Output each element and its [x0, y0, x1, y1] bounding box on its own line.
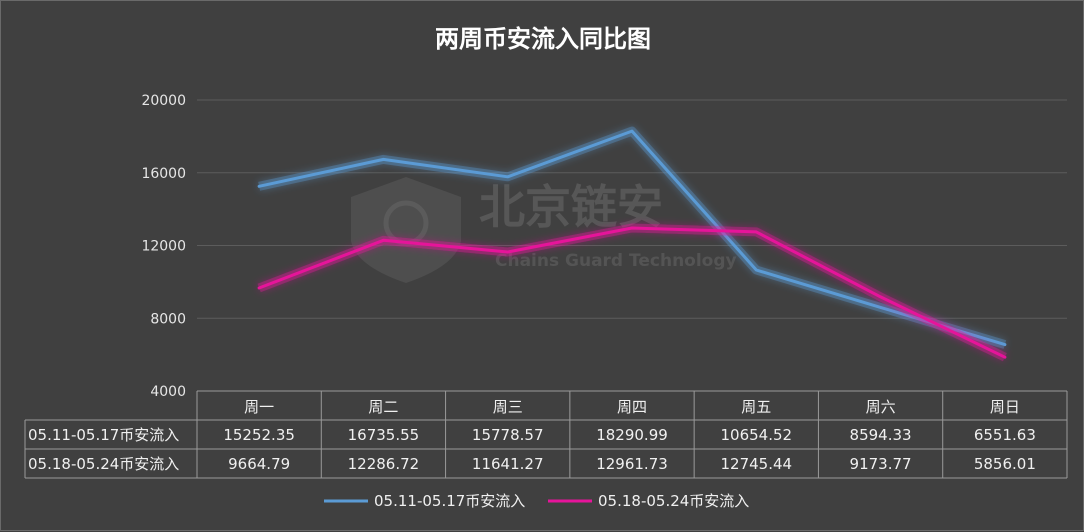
y-tick-label: 16000	[141, 166, 186, 182]
data-label: 5856.01	[974, 455, 1036, 473]
series-line-glow	[259, 228, 1005, 357]
data-label: 15778.57	[472, 426, 544, 444]
legend-item: 05.11-05.17币安流入	[324, 492, 525, 510]
x-tick-label: 周一	[244, 398, 274, 416]
data-label: 10654.52	[720, 426, 792, 444]
data-label: 12961.73	[596, 455, 668, 473]
chart-title: 两周币安流入同比图	[435, 25, 651, 53]
x-tick-label: 周三	[493, 398, 523, 416]
x-tick-label: 周日	[990, 398, 1020, 416]
x-tick-label: 周二	[368, 398, 398, 416]
y-tick-label: 12000	[141, 239, 186, 255]
data-label: 12286.72	[348, 455, 420, 473]
x-tick-label: 周四	[617, 398, 647, 416]
series-lines	[259, 131, 1005, 357]
watermark-subtext: Chains Guard Technology	[495, 251, 737, 271]
legend-label: 05.11-05.17币安流入	[374, 492, 525, 510]
data-label: 9664.79	[228, 455, 290, 473]
data-label: 18290.99	[596, 426, 668, 444]
shield-logo-icon	[351, 177, 461, 283]
legend: 05.11-05.17币安流入 05.18-05.24币安流入	[324, 492, 749, 510]
x-tick-label: 周六	[866, 398, 896, 416]
y-tick-label: 4000	[150, 384, 186, 400]
data-label: 8594.33	[850, 426, 912, 444]
data-label: 16735.55	[348, 426, 420, 444]
table-row: 05.18-05.24币安流入 9664.79 12286.72 11641.27 12…	[28, 455, 1036, 473]
data-label: 6551.63	[974, 426, 1036, 444]
data-label: 15252.35	[223, 426, 295, 444]
x-tick-label: 周五	[741, 398, 771, 416]
data-table: 周一 周二 周三 周四 周五 周六 周日 05.11-05.17币安流入 15252.35 167…	[25, 391, 1067, 478]
y-tick-label: 20000	[141, 93, 186, 109]
row-header: 05.18-05.24币安流入	[28, 455, 179, 473]
data-label: 12745.44	[720, 455, 792, 473]
series-2	[259, 228, 1005, 357]
y-tick-label: 8000	[150, 311, 186, 327]
legend-label: 05.18-05.24币安流入	[598, 492, 749, 510]
row-header: 05.11-05.17币安流入	[28, 426, 179, 444]
data-label: 11641.27	[472, 455, 544, 473]
y-axis: 4000 8000 12000 16000 20000	[141, 93, 186, 400]
legend-item: 05.18-05.24币安流入	[548, 492, 749, 510]
table-row: 05.11-05.17币安流入 15252.35 16735.55 15778.57 1…	[28, 426, 1036, 444]
data-label: 9173.77	[850, 455, 912, 473]
